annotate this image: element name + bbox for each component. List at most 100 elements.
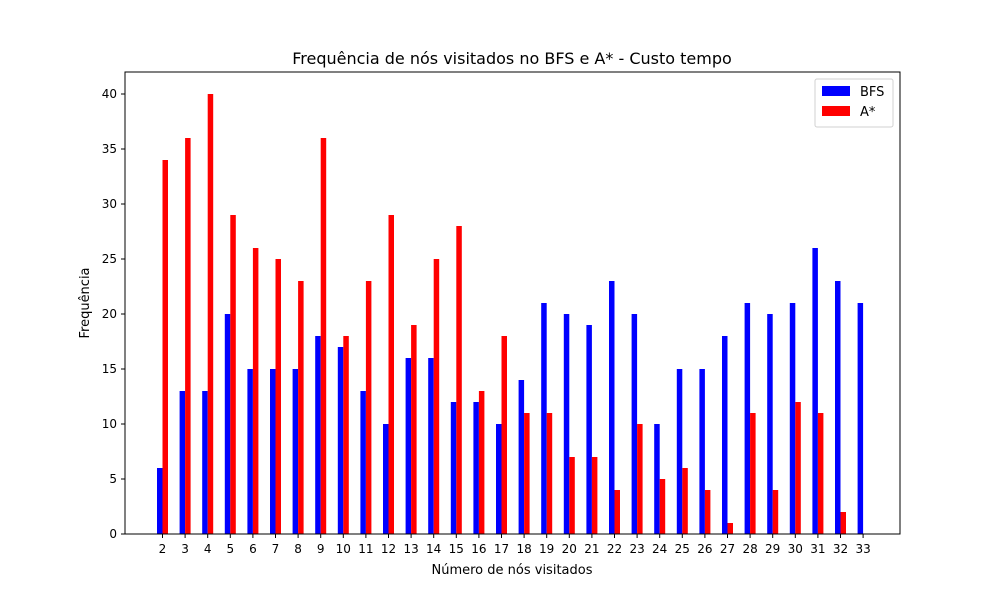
y-tick-label: 25: [102, 252, 117, 266]
bar-astar-10: [343, 336, 349, 534]
bar-bfs-29: [767, 314, 773, 534]
bar-astar-28: [750, 413, 756, 534]
x-tick-label: 8: [294, 542, 302, 556]
bar-bfs-11: [360, 391, 366, 534]
bar-bfs-26: [699, 369, 705, 534]
bar-bfs-18: [518, 380, 525, 534]
bar-astar-15: [456, 226, 462, 534]
bar-bfs-24: [654, 424, 660, 534]
y-tick-label: 0: [109, 527, 117, 541]
x-tick-label: 21: [584, 542, 599, 556]
x-tick-label: 19: [539, 542, 554, 556]
x-tick-label: 2: [159, 542, 167, 556]
plot-area: [157, 94, 864, 534]
bar-astar-30: [795, 402, 801, 534]
bar-astar-7: [275, 259, 281, 534]
x-tick-label: 29: [765, 542, 780, 556]
bar-bfs-31: [812, 248, 818, 534]
x-axis: 2 3 4 5 6 7 8 9 10 11 12 13 14 15 16 17 18 19 20 21 22 23 24 25…: [159, 534, 871, 556]
bar-astar-23: [637, 424, 643, 534]
bar-astar-31: [817, 413, 824, 534]
bar-astar-16: [478, 391, 485, 534]
y-tick-label: 20: [102, 307, 117, 321]
bar-bfs-7: [270, 369, 276, 534]
bar-astar-3: [185, 138, 191, 534]
bar-bfs-12: [383, 424, 389, 534]
legend-label-bfs: BFS: [860, 85, 884, 100]
x-tick-label: 7: [272, 542, 280, 556]
bar-astar-4: [207, 94, 214, 534]
x-tick-label: 27: [720, 542, 735, 556]
chart-title: Frequência de nós visitados no BFS e A* …: [292, 49, 732, 68]
x-tick-label: 3: [181, 542, 189, 556]
bar-bfs-22: [609, 281, 615, 534]
bar-astar-8: [298, 281, 304, 534]
x-tick-label: 26: [697, 542, 712, 556]
bar-astar-13: [411, 325, 417, 534]
x-tick-label: 28: [742, 542, 757, 556]
bar-astar-32: [840, 512, 846, 534]
bar-astar-20: [569, 457, 575, 534]
bar-bfs-33: [857, 303, 864, 534]
bar-astar-22: [614, 490, 620, 534]
x-tick-label: 25: [675, 542, 690, 556]
y-tick-label: 30: [102, 197, 117, 211]
bar-astar-29: [772, 490, 779, 534]
bar-astar-26: [704, 490, 711, 534]
bar-astar-21: [591, 457, 598, 534]
bar-astar-18: [524, 413, 530, 534]
bar-astar-12: [388, 215, 394, 534]
bar-bfs-13: [405, 358, 412, 534]
x-tick-label: 17: [494, 542, 509, 556]
bar-bfs-14: [428, 358, 434, 534]
bar-astar-2: [162, 160, 168, 534]
bar-astar-6: [252, 248, 259, 534]
x-tick-label: 12: [381, 542, 396, 556]
x-tick-label: 32: [833, 542, 848, 556]
bar-bfs-27: [722, 336, 728, 534]
bar-bfs-20: [563, 314, 570, 534]
bar-astar-5: [230, 215, 236, 534]
x-tick-label: 9: [317, 542, 325, 556]
y-axis-label: Frequência: [78, 267, 93, 338]
y-axis: 0 5 10 15 20 25 30 35 40: [102, 87, 125, 541]
bar-bfs-10: [337, 347, 344, 534]
legend: BFS A*: [814, 78, 894, 128]
bar-astar-19: [546, 413, 553, 534]
bar-astar-9: [320, 138, 327, 534]
bar-astar-11: [365, 281, 372, 534]
x-tick-label: 31: [810, 542, 825, 556]
y-tick-label: 10: [102, 417, 117, 431]
bar-bfs-3: [179, 391, 186, 534]
bar-astar-17: [501, 336, 507, 534]
bar-bfs-21: [586, 325, 592, 534]
legend-swatch-bfs: [822, 86, 850, 96]
bar-bfs-17: [496, 424, 502, 534]
axes-frame: [124, 71, 901, 535]
x-tick-label: 11: [358, 542, 373, 556]
legend-label-astar: A*: [860, 105, 876, 120]
bar-bfs-9: [315, 336, 321, 534]
bar-astar-14: [433, 259, 440, 534]
bar-astar-27: [727, 523, 733, 534]
bar-bfs-32: [835, 281, 841, 534]
x-tick-label: 6: [249, 542, 257, 556]
bar-bfs-23: [631, 314, 638, 534]
bar-bfs-5: [224, 314, 231, 534]
x-tick-label: 4: [204, 542, 212, 556]
x-tick-label: 33: [855, 542, 870, 556]
x-tick-label: 20: [562, 542, 577, 556]
bar-bfs-30: [789, 303, 796, 534]
x-tick-label: 23: [629, 542, 644, 556]
bar-bfs-19: [541, 303, 547, 534]
bar-bfs-28: [744, 303, 751, 534]
x-tick-label: 18: [516, 542, 531, 556]
legend-swatch-astar: [822, 106, 850, 116]
bar-astar-24: [659, 479, 666, 534]
x-tick-label: 30: [788, 542, 803, 556]
y-tick-label: 35: [102, 142, 117, 156]
x-tick-label: 15: [449, 542, 464, 556]
bar-astar-25: [682, 468, 688, 534]
y-tick-label: 40: [102, 87, 117, 101]
